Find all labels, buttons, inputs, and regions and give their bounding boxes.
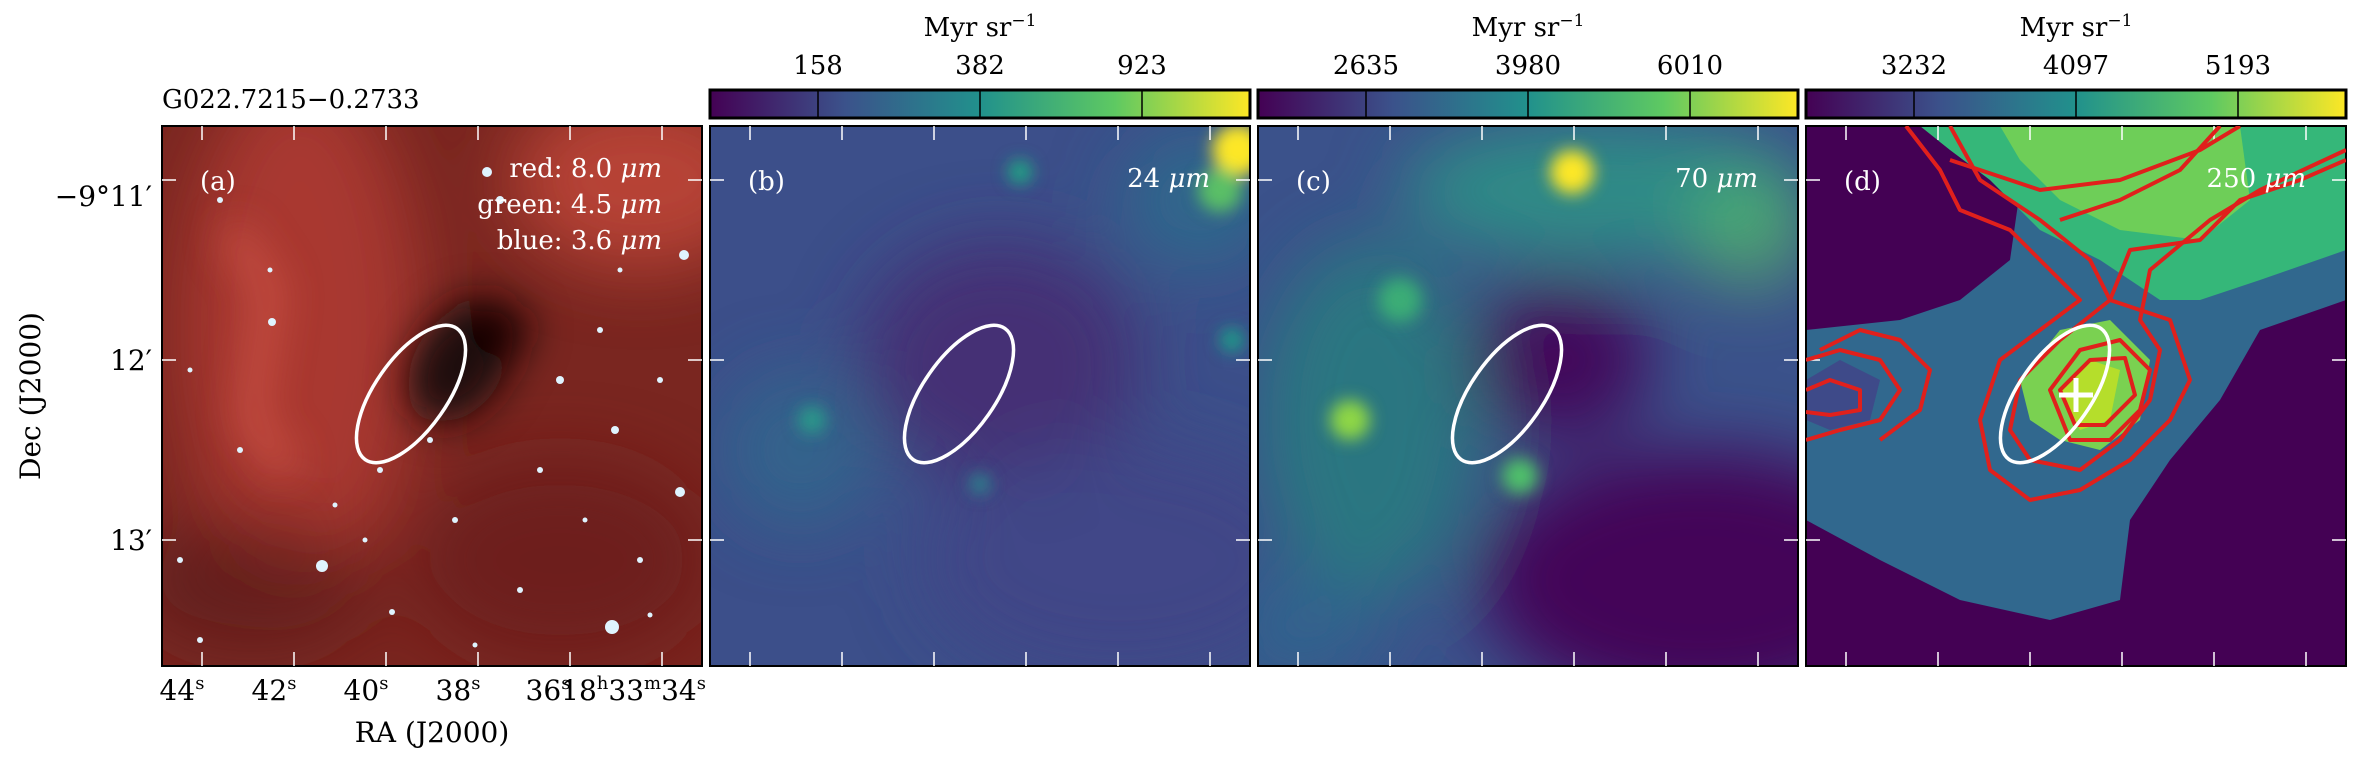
panel-d-cbar-tick-1: 3232	[1881, 51, 1947, 81]
panel-c-cbar-tick-3: 6010	[1657, 51, 1723, 81]
panel-d-label: (d)	[1844, 167, 1881, 197]
panel-a-ellipse	[354, 323, 468, 465]
panel-b-image	[710, 126, 1250, 666]
panel-d-band: 250 μm	[2207, 164, 2306, 194]
source-name: G022.7215−0.2733	[162, 85, 420, 115]
panel-a-legend-blue: blue: 3.6 μm	[497, 226, 662, 256]
panel-d: (d) 250 μm 3232 4097 5193 Myr sr−1	[1804, 11, 2348, 667]
panel-b-colorbar: 158 382 923 Myr sr−1	[708, 11, 1252, 120]
panel-b: (b) 24 μm 158 382 923 Myr sr−1	[708, 11, 1252, 667]
panel-c-cbar-tick-2: 3980	[1495, 51, 1561, 81]
x-tick-label-2: 42s	[252, 673, 297, 707]
panel-d-contours	[1806, 126, 2346, 502]
x-tick-label-5: 36s	[526, 673, 571, 707]
panel-a-legend-red: red: 8.0 μm	[509, 154, 662, 184]
panel-d-cbar-tick-2: 4097	[2043, 51, 2109, 81]
panel-b-cbar-tick-1: 158	[793, 51, 843, 81]
panel-c-cbar-tick-1: 2635	[1333, 51, 1399, 81]
panel-b-cbar-tick-3: 923	[1117, 51, 1167, 81]
x-tick-label-4: 38s	[436, 673, 481, 707]
x-tick-label-3: 40s	[344, 673, 389, 707]
panel-c-label: (c)	[1296, 167, 1331, 197]
panel-a: (a) red: 8.0 μm green: 4.5 μm blue: 3.6 …	[161, 85, 703, 667]
panel-b-cbar-tick-2: 382	[955, 51, 1005, 81]
panel-d-ticks	[1806, 126, 2346, 666]
x-axis-title: RA (J2000)	[355, 716, 510, 749]
y-axis: −9°11′ 12′ 13′ Dec (J2000)	[14, 180, 152, 557]
panel-a-ticks	[162, 126, 702, 666]
panel-b-band: 24 μm	[1127, 164, 1210, 194]
panel-b-ellipse	[902, 323, 1016, 465]
panel-d-cbar-tick-3: 5193	[2205, 51, 2271, 81]
panel-c-ticks	[1258, 126, 1798, 666]
panel-c-frame	[1257, 125, 1799, 667]
panel-b-cbar-unit: Myr sr−1	[924, 11, 1037, 43]
panel-d-cbar-unit: Myr sr−1	[2020, 11, 2133, 43]
y-tick-label-1: −9°11′	[55, 180, 152, 213]
y-tick-label-2: 12′	[110, 344, 152, 377]
panel-a-stars	[177, 167, 689, 648]
panel-b-label: (b)	[748, 167, 785, 197]
x-tick-label-1: 44s	[160, 673, 205, 707]
panel-c-cbar-unit: Myr sr−1	[1472, 11, 1585, 43]
panel-d-frame	[1805, 125, 2347, 667]
panel-a-legend-green: green: 4.5 μm	[477, 190, 662, 220]
y-tick-label-3: 13′	[110, 524, 152, 557]
panel-a-frame	[161, 125, 703, 667]
y-axis-title: Dec (J2000)	[14, 312, 47, 480]
panel-a-image	[162, 126, 702, 666]
panel-a-label: (a)	[200, 167, 236, 197]
panel-d-plus-marker	[2059, 378, 2093, 412]
x-axis: 44s 42s 40s 38s 36s 18h33m34s RA (J2000)	[160, 673, 706, 749]
panel-c: (c) 70 μm 2635 3980 6010 Myr sr−1	[1256, 11, 1800, 667]
x-tick-label-6: 18h33m34s	[561, 673, 706, 707]
panel-d-colorbar: 3232 4097 5193 Myr sr−1	[1804, 11, 2348, 120]
panel-b-ticks	[710, 126, 1250, 666]
panel-c-colorbar: 2635 3980 6010 Myr sr−1	[1256, 11, 1800, 120]
panel-c-band: 70 μm	[1675, 164, 1758, 194]
panel-b-frame	[709, 125, 1251, 667]
panel-d-ellipse	[1998, 323, 2112, 465]
panel-c-ellipse	[1450, 323, 1564, 465]
